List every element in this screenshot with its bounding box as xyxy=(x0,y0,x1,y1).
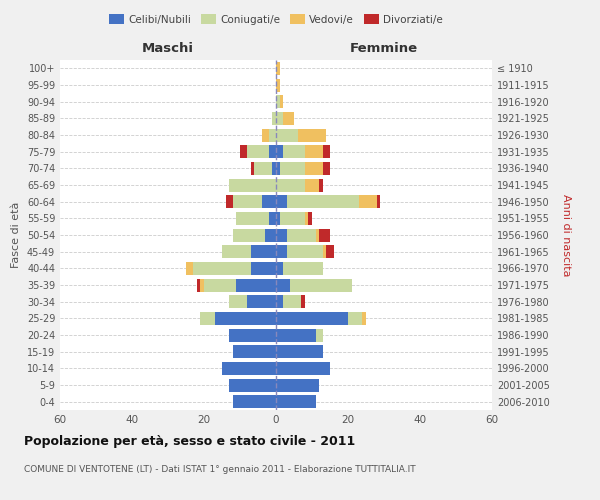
Bar xyxy=(305,178,319,192)
Bar xyxy=(276,228,287,241)
Bar xyxy=(276,95,280,108)
Bar xyxy=(316,328,323,342)
Bar xyxy=(272,162,276,175)
Bar xyxy=(229,378,276,392)
Bar xyxy=(254,162,272,175)
Bar xyxy=(316,228,319,241)
Bar xyxy=(305,212,308,225)
Bar xyxy=(305,145,323,158)
Bar xyxy=(272,112,276,125)
Bar xyxy=(359,195,377,208)
Bar xyxy=(265,228,276,241)
Y-axis label: Fasce di età: Fasce di età xyxy=(11,202,21,268)
Text: Popolazione per età, sesso e stato civile - 2011: Popolazione per età, sesso e stato civil… xyxy=(24,435,355,448)
Bar xyxy=(276,62,280,75)
Bar xyxy=(348,312,362,325)
Bar xyxy=(377,195,380,208)
Bar xyxy=(262,195,276,208)
Bar xyxy=(229,295,247,308)
Bar xyxy=(276,195,287,208)
Bar xyxy=(323,245,326,258)
Bar xyxy=(323,145,330,158)
Bar xyxy=(362,312,366,325)
Bar xyxy=(276,212,280,225)
Bar xyxy=(326,245,334,258)
Bar xyxy=(283,112,294,125)
Bar xyxy=(298,128,326,141)
Bar xyxy=(276,295,283,308)
Bar xyxy=(308,212,312,225)
Bar xyxy=(269,145,276,158)
Bar xyxy=(301,295,305,308)
Bar xyxy=(276,362,330,375)
Bar xyxy=(276,345,323,358)
Bar xyxy=(236,278,276,291)
Text: Maschi: Maschi xyxy=(142,42,194,55)
Bar xyxy=(276,178,305,192)
Bar xyxy=(290,278,352,291)
Bar xyxy=(276,395,316,408)
Bar xyxy=(276,312,348,325)
Bar xyxy=(276,245,287,258)
Bar xyxy=(251,245,276,258)
Text: Femmine: Femmine xyxy=(350,42,418,55)
Bar xyxy=(251,262,276,275)
Bar xyxy=(251,162,254,175)
Bar xyxy=(280,95,283,108)
Bar xyxy=(233,345,276,358)
Bar xyxy=(229,328,276,342)
Bar xyxy=(280,212,305,225)
Bar xyxy=(283,262,323,275)
Bar xyxy=(276,162,280,175)
Text: COMUNE DI VENTOTENE (LT) - Dati ISTAT 1° gennaio 2011 - Elaborazione TUTTITALIA.: COMUNE DI VENTOTENE (LT) - Dati ISTAT 1°… xyxy=(24,465,416,474)
Bar xyxy=(276,378,319,392)
Bar xyxy=(276,278,290,291)
Bar xyxy=(222,245,251,258)
Bar xyxy=(200,278,204,291)
Bar xyxy=(276,112,283,125)
Bar xyxy=(276,145,283,158)
Bar xyxy=(269,212,276,225)
Bar xyxy=(236,212,269,225)
Bar xyxy=(222,362,276,375)
Bar xyxy=(229,178,276,192)
Bar xyxy=(247,145,269,158)
Bar xyxy=(287,228,316,241)
Bar xyxy=(287,245,323,258)
Bar xyxy=(319,228,330,241)
Bar xyxy=(233,195,262,208)
Bar xyxy=(200,312,215,325)
Bar xyxy=(276,128,298,141)
Bar xyxy=(305,162,323,175)
Bar xyxy=(287,195,359,208)
Bar xyxy=(276,328,316,342)
Bar xyxy=(276,78,280,92)
Bar xyxy=(319,178,323,192)
Bar xyxy=(193,262,251,275)
Legend: Celibi/Nubili, Coniugati/e, Vedovi/e, Divorziati/e: Celibi/Nubili, Coniugati/e, Vedovi/e, Di… xyxy=(105,10,447,29)
Bar xyxy=(247,295,276,308)
Bar xyxy=(283,295,301,308)
Bar xyxy=(323,162,330,175)
Bar xyxy=(233,395,276,408)
Bar xyxy=(233,228,265,241)
Bar xyxy=(186,262,193,275)
Bar xyxy=(280,162,305,175)
Y-axis label: Anni di nascita: Anni di nascita xyxy=(561,194,571,276)
Bar xyxy=(269,128,276,141)
Bar xyxy=(215,312,276,325)
Bar xyxy=(262,128,269,141)
Bar xyxy=(276,262,283,275)
Bar xyxy=(283,145,305,158)
Bar xyxy=(204,278,236,291)
Bar xyxy=(226,195,233,208)
Bar xyxy=(197,278,200,291)
Bar xyxy=(240,145,247,158)
